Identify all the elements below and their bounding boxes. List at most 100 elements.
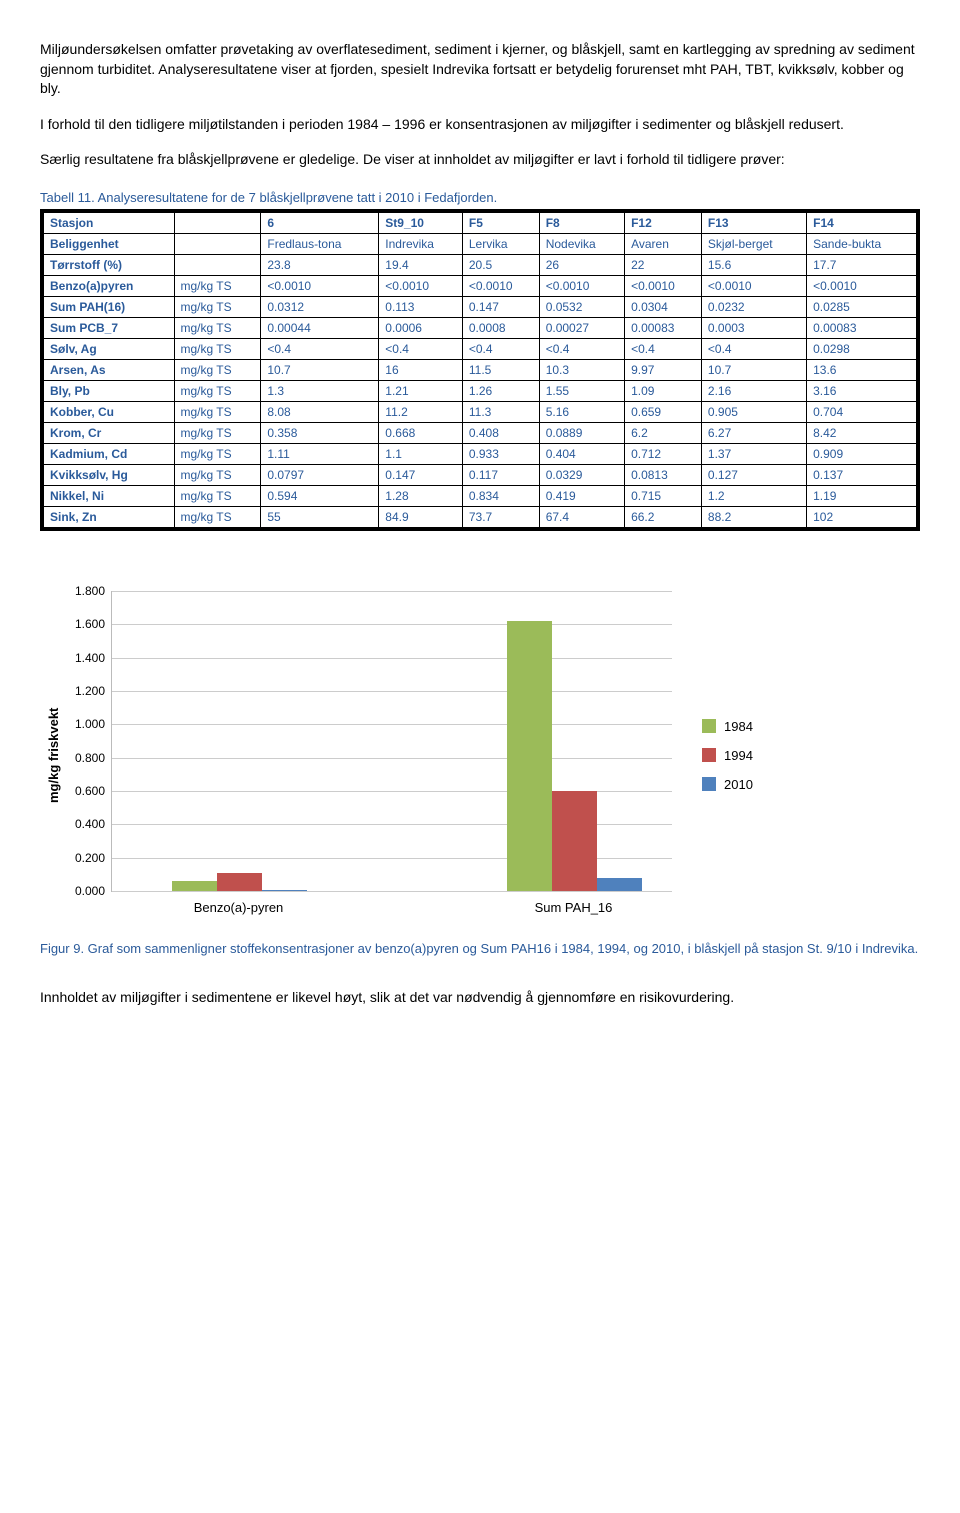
paragraph-3a: Særlig resultatene fra blåskjellprøvene … bbox=[40, 151, 359, 167]
table-cell: 8.08 bbox=[261, 401, 379, 422]
chart-bar bbox=[172, 881, 217, 891]
legend-swatch bbox=[702, 777, 716, 791]
col-subheader: Skjøl-berget bbox=[701, 233, 806, 254]
chart-gridline bbox=[112, 624, 672, 625]
legend-label: 2010 bbox=[724, 777, 753, 792]
table-cell: <0.4 bbox=[261, 338, 379, 359]
table-cell: 15.6 bbox=[701, 254, 806, 275]
data-table-wrapper: Stasjon 6 St9_10 F5 F8 F12 F13 F14 Belig… bbox=[40, 209, 920, 531]
table-cell: 3.16 bbox=[807, 380, 917, 401]
table-cell: 0.00083 bbox=[807, 317, 917, 338]
table-cell: 1.09 bbox=[625, 380, 702, 401]
chart-ytick: 0.400 bbox=[75, 817, 105, 831]
chart-ytick: 0.000 bbox=[75, 884, 105, 898]
table-row: Kvikksølv, Hgmg/kg TS0.07970.1470.1170.0… bbox=[44, 464, 917, 485]
table-cell: Krom, Cr bbox=[44, 422, 175, 443]
table-cell: Bly, Pb bbox=[44, 380, 175, 401]
table-cell: 0.00027 bbox=[539, 317, 624, 338]
table-row: Sink, Znmg/kg TS5584.973.767.466.288.210… bbox=[44, 506, 917, 527]
col-header: F5 bbox=[462, 212, 539, 233]
table-cell: <0.4 bbox=[379, 338, 463, 359]
table-cell: 6.27 bbox=[701, 422, 806, 443]
table-cell: 10.7 bbox=[701, 359, 806, 380]
table-cell: Nikkel, Ni bbox=[44, 485, 175, 506]
chart-bar bbox=[507, 621, 552, 891]
col-subheader: Lervika bbox=[462, 233, 539, 254]
table-caption: Tabell 11. Analyseresultatene for de 7 b… bbox=[40, 190, 920, 205]
table-cell: 0.00044 bbox=[261, 317, 379, 338]
table-cell: 0.0008 bbox=[462, 317, 539, 338]
col-header: Stasjon bbox=[44, 212, 175, 233]
paragraph-4: Innholdet av miljøgifter i sedimentene e… bbox=[40, 988, 920, 1008]
chart-bar bbox=[597, 878, 642, 891]
table-cell: 0.419 bbox=[539, 485, 624, 506]
table-cell: 20.5 bbox=[462, 254, 539, 275]
table-cell: 0.659 bbox=[625, 401, 702, 422]
col-header: F13 bbox=[701, 212, 806, 233]
table-cell: mg/kg TS bbox=[174, 338, 261, 359]
paragraph-1: Miljøundersøkelsen omfatter prøvetaking … bbox=[40, 40, 920, 99]
table-cell: mg/kg TS bbox=[174, 422, 261, 443]
table-cell: <0.0010 bbox=[807, 275, 917, 296]
table-cell: 0.117 bbox=[462, 464, 539, 485]
table-cell: 1.2 bbox=[701, 485, 806, 506]
table-cell: 0.905 bbox=[701, 401, 806, 422]
col-header: F8 bbox=[539, 212, 624, 233]
table-cell: 0.909 bbox=[807, 443, 917, 464]
table-cell: 16 bbox=[379, 359, 463, 380]
table-cell: <0.0010 bbox=[462, 275, 539, 296]
table-cell: 67.4 bbox=[539, 506, 624, 527]
col-header: 6 bbox=[261, 212, 379, 233]
table-row: Sølv, Agmg/kg TS<0.4<0.4<0.4<0.4<0.4<0.4… bbox=[44, 338, 917, 359]
table-cell: 0.147 bbox=[462, 296, 539, 317]
col-header: St9_10 bbox=[379, 212, 463, 233]
table-cell: 0.594 bbox=[261, 485, 379, 506]
table-cell: 5.16 bbox=[539, 401, 624, 422]
table-cell: mg/kg TS bbox=[174, 317, 261, 338]
bar-chart: mg/kg friskvekt 0.0000.2000.4000.6000.80… bbox=[40, 591, 920, 920]
table-cell: <0.4 bbox=[462, 338, 539, 359]
table-cell: Sum PCB_7 bbox=[44, 317, 175, 338]
table-row: Benzo(a)pyrenmg/kg TS<0.0010<0.0010<0.00… bbox=[44, 275, 917, 296]
table-cell: 0.0889 bbox=[539, 422, 624, 443]
table-cell: mg/kg TS bbox=[174, 464, 261, 485]
table-cell: 1.3 bbox=[261, 380, 379, 401]
table-cell: <0.0010 bbox=[379, 275, 463, 296]
table-cell: 1.19 bbox=[807, 485, 917, 506]
table-cell: Sølv, Ag bbox=[44, 338, 175, 359]
table-cell bbox=[174, 254, 261, 275]
table-cell: Arsen, As bbox=[44, 359, 175, 380]
table-cell: 73.7 bbox=[462, 506, 539, 527]
table-cell: 1.28 bbox=[379, 485, 463, 506]
table-cell: 1.55 bbox=[539, 380, 624, 401]
legend-item: 2010 bbox=[702, 777, 753, 792]
table-cell: 0.0232 bbox=[701, 296, 806, 317]
figure-caption: Figur 9. Graf som sammenligner stoffekon… bbox=[40, 940, 920, 958]
table-cell: 0.408 bbox=[462, 422, 539, 443]
data-table: Stasjon 6 St9_10 F5 F8 F12 F13 F14 Belig… bbox=[43, 212, 917, 528]
table-cell: Benzo(a)pyren bbox=[44, 275, 175, 296]
table-cell: 22 bbox=[625, 254, 702, 275]
table-row: Krom, Crmg/kg TS0.3580.6680.4080.08896.2… bbox=[44, 422, 917, 443]
table-cell: 0.715 bbox=[625, 485, 702, 506]
table-header-row: Stasjon 6 St9_10 F5 F8 F12 F13 F14 bbox=[44, 212, 917, 233]
chart-xlabel: Benzo(a)-pyren bbox=[171, 900, 306, 915]
legend-item: 1994 bbox=[702, 748, 753, 763]
table-row: Arsen, Asmg/kg TS10.71611.510.39.9710.71… bbox=[44, 359, 917, 380]
table-cell: 0.404 bbox=[539, 443, 624, 464]
paragraph-2: I forhold til den tidligere miljøtilstan… bbox=[40, 115, 920, 135]
table-cell: Kvikksølv, Hg bbox=[44, 464, 175, 485]
table-cell: Sum PAH(16) bbox=[44, 296, 175, 317]
chart-plot-area bbox=[111, 591, 672, 892]
legend-swatch bbox=[702, 719, 716, 733]
table-cell: 8.42 bbox=[807, 422, 917, 443]
table-row: Sum PCB_7mg/kg TS0.000440.00060.00080.00… bbox=[44, 317, 917, 338]
table-cell: 55 bbox=[261, 506, 379, 527]
chart-ytick: 0.200 bbox=[75, 851, 105, 865]
col-header: F14 bbox=[807, 212, 917, 233]
table-cell: 0.0532 bbox=[539, 296, 624, 317]
paragraph-3: Særlig resultatene fra blåskjellprøvene … bbox=[40, 150, 920, 170]
col-subheader: Sande-bukta bbox=[807, 233, 917, 254]
chart-ytick: 0.800 bbox=[75, 751, 105, 765]
chart-gridline bbox=[112, 724, 672, 725]
